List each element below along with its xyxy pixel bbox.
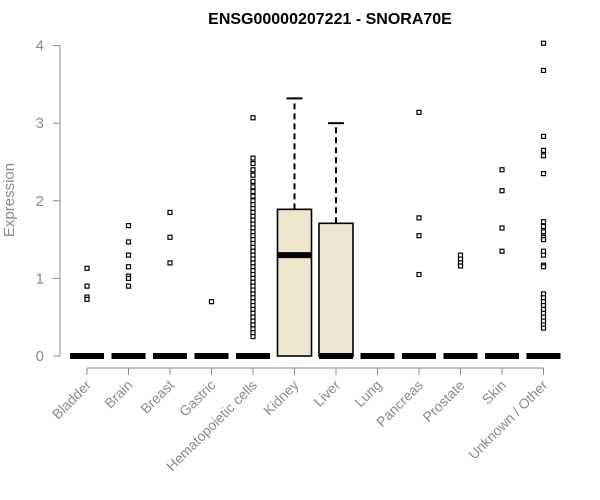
outlier-point (416, 215, 422, 221)
outlier-point (84, 283, 90, 289)
y-axis-label: Expression (1, 163, 18, 237)
outlier-point (250, 115, 256, 121)
box-group (276, 97, 313, 357)
x-tick-label: Unknown / Other (465, 377, 551, 463)
outlier-point (250, 160, 256, 167)
outlier-point (416, 233, 422, 239)
box-group (70, 265, 104, 359)
box-group (402, 109, 436, 359)
outlier-point (250, 188, 256, 195)
box-group (153, 209, 187, 359)
x-tick-label: Brain (101, 377, 135, 411)
x-tick-label: Prostate (419, 377, 467, 425)
outlier-point (250, 334, 256, 340)
outlier-point (540, 252, 547, 258)
outlier-point (499, 248, 505, 254)
box-group (443, 252, 478, 359)
x-tick-label: Breast (137, 377, 177, 417)
box-group (485, 167, 519, 359)
outlier-point (250, 172, 256, 178)
x-tick-label: Kidney (260, 377, 302, 419)
outlier-point (540, 229, 547, 235)
x-tick-label: Lung (351, 377, 384, 410)
outlier-point (125, 252, 132, 258)
outlier-point (540, 133, 547, 139)
outlier-point (125, 275, 132, 281)
outlier-point (499, 225, 505, 231)
y-tick-label: 2 (36, 193, 44, 210)
outlier-point (540, 219, 547, 225)
y-tick-label: 3 (36, 115, 44, 132)
box (318, 222, 354, 357)
outlier-point (125, 283, 132, 289)
outlier-point (540, 40, 547, 46)
outlier-point (84, 296, 90, 302)
outlier-point (540, 237, 547, 243)
outlier-point (167, 260, 173, 266)
outlier-point (457, 263, 464, 269)
outlier-point (540, 171, 547, 177)
x-tick-label: Liver (310, 377, 343, 410)
outlier-point (540, 67, 547, 74)
outlier-point (416, 271, 422, 278)
outlier-point (167, 209, 173, 216)
outlier-point (125, 223, 132, 229)
outlier-point (540, 223, 547, 230)
box (276, 208, 313, 357)
y-tick-label: 1 (36, 270, 44, 287)
chart-title: ENSG00000207221 - SNORA70E (208, 11, 452, 28)
outlier-point (499, 167, 505, 173)
box-group (236, 115, 270, 359)
outlier-point (84, 265, 90, 271)
outlier-point (416, 109, 422, 115)
outlier-point (250, 193, 256, 199)
outlier-point (250, 155, 256, 161)
outlier-point (208, 299, 215, 305)
y-tick-label: 4 (36, 38, 44, 55)
outlier-point (125, 239, 132, 245)
outlier-point (125, 264, 132, 270)
x-tick-label: Bladder (49, 377, 95, 423)
outlier-point (250, 184, 256, 190)
outlier-point (540, 264, 547, 270)
outlier-point (250, 178, 256, 184)
outlier-point (540, 325, 547, 331)
plot-area (70, 40, 561, 359)
outlier-point (540, 153, 547, 159)
x-tick-label: Skin (479, 377, 510, 408)
box-group (111, 223, 146, 359)
y-axis: 0 1 2 3 4 (36, 38, 61, 365)
outlier-point (167, 234, 173, 240)
y-tick-label: 0 (36, 348, 44, 365)
box-group (526, 40, 561, 359)
box-group (194, 299, 229, 359)
outlier-point (499, 188, 505, 194)
box-group (318, 122, 354, 359)
outlier-point (250, 167, 256, 173)
outlier-point (540, 147, 547, 153)
